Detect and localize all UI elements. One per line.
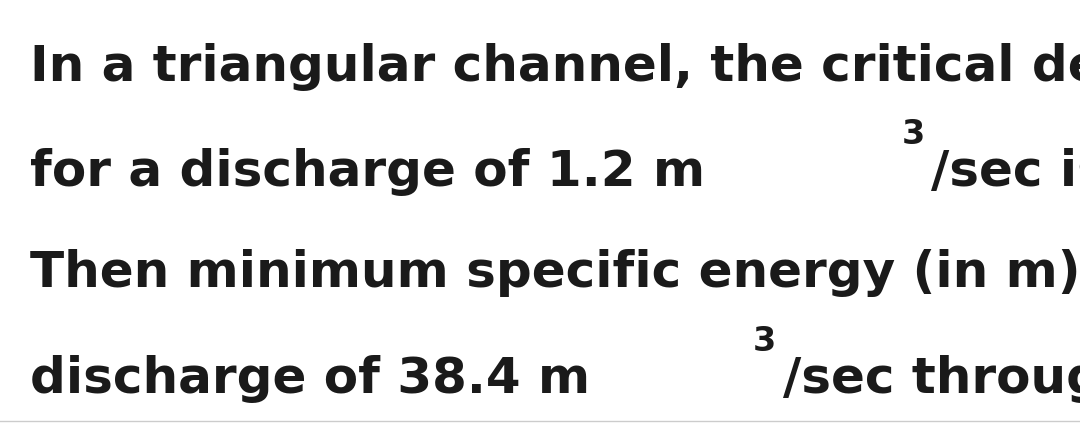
Text: /sec is 1.3 m.: /sec is 1.3 m. — [931, 148, 1080, 197]
Text: 3: 3 — [902, 118, 924, 151]
Text: 3: 3 — [753, 325, 777, 358]
Text: /sec through the same: /sec through the same — [783, 355, 1080, 403]
Text: In a triangular channel, the critical depth: In a triangular channel, the critical de… — [30, 43, 1080, 91]
Text: discharge of 38.4 m: discharge of 38.4 m — [30, 355, 591, 403]
Text: Then minimum specific energy (in m) for a: Then minimum specific energy (in m) for … — [30, 249, 1080, 298]
Text: for a discharge of 1.2 m: for a discharge of 1.2 m — [30, 148, 705, 197]
